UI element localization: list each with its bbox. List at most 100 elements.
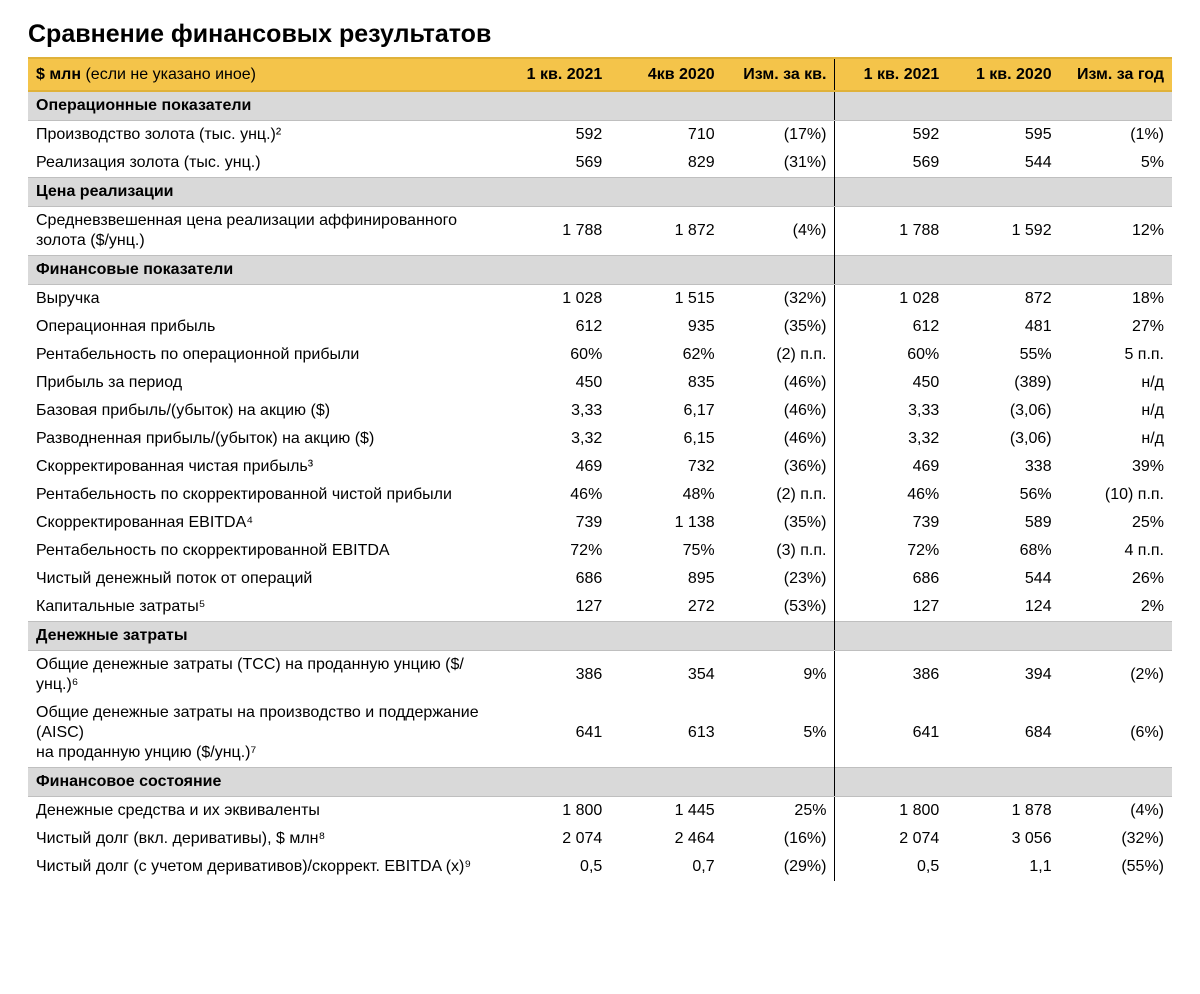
table-row: Общие денежные затраты (TCC) на проданну…	[28, 651, 1172, 700]
cell-value: 354	[610, 651, 722, 700]
cell-value: 1 028	[498, 285, 610, 314]
cell-value: (4%)	[1060, 797, 1172, 826]
col-header: Изм. за год	[1060, 58, 1172, 91]
cell-value: 18%	[1060, 285, 1172, 314]
cell-value: 6,15	[610, 425, 722, 453]
cell-value: 127	[835, 593, 947, 622]
cell-value: (46%)	[723, 425, 835, 453]
table-row: Разводненная прибыль/(убыток) на акцию (…	[28, 425, 1172, 453]
cell-value: 124	[947, 593, 1059, 622]
cell-value: 46%	[498, 481, 610, 509]
row-label: Чистый долг (вкл. деривативы), $ млн⁸	[28, 825, 498, 853]
cell-value: 1,1	[947, 853, 1059, 881]
cell-value: (46%)	[723, 397, 835, 425]
cell-value: 641	[498, 699, 610, 768]
cell-value: н/д	[1060, 397, 1172, 425]
cell-value: 686	[835, 565, 947, 593]
cell-value: 25%	[723, 797, 835, 826]
cell-value: 2 074	[498, 825, 610, 853]
section-spacer	[835, 622, 1172, 651]
table-row: Рентабельность по скорректированной чист…	[28, 481, 1172, 509]
cell-value: 595	[947, 121, 1059, 150]
row-label: Скорректированная EBITDA⁴	[28, 509, 498, 537]
cell-value: 1 788	[835, 207, 947, 256]
cell-value: 739	[835, 509, 947, 537]
cell-value: 544	[947, 565, 1059, 593]
section-row: Денежные затраты	[28, 622, 1172, 651]
cell-value: (3,06)	[947, 425, 1059, 453]
cell-value: 3,32	[835, 425, 947, 453]
section-label: Операционные показатели	[28, 91, 835, 121]
financial-table: $ млн (если не указано иное) 1 кв. 2021 …	[28, 57, 1172, 881]
cell-value: (6%)	[1060, 699, 1172, 768]
row-label: Средневзвешенная цена реализации аффинир…	[28, 207, 498, 256]
table-row: Производство золота (тыс. унц.)²592710(1…	[28, 121, 1172, 150]
cell-value: (17%)	[723, 121, 835, 150]
row-label: Скорректированная чистая прибыль³	[28, 453, 498, 481]
cell-value: 450	[498, 369, 610, 397]
cell-value: 60%	[835, 341, 947, 369]
cell-value: (32%)	[723, 285, 835, 314]
cell-value: 5%	[1060, 149, 1172, 178]
row-label: Базовая прибыль/(убыток) на акцию ($)	[28, 397, 498, 425]
cell-value: 46%	[835, 481, 947, 509]
cell-value: (35%)	[723, 313, 835, 341]
row-label: Прибыль за период	[28, 369, 498, 397]
cell-value: 589	[947, 509, 1059, 537]
cell-value: 732	[610, 453, 722, 481]
cell-value: н/д	[1060, 425, 1172, 453]
row-label: Денежные средства и их эквиваленты	[28, 797, 498, 826]
table-row: Реализация золота (тыс. унц.)569829(31%)…	[28, 149, 1172, 178]
table-row: Операционная прибыль612935(35%)61248127%	[28, 313, 1172, 341]
cell-value: 26%	[1060, 565, 1172, 593]
table-row: Выручка1 0281 515(32%)1 02887218%	[28, 285, 1172, 314]
cell-value: (29%)	[723, 853, 835, 881]
row-label: Выручка	[28, 285, 498, 314]
table-header-row: $ млн (если не указано иное) 1 кв. 2021 …	[28, 58, 1172, 91]
section-label: Денежные затраты	[28, 622, 835, 651]
cell-value: 386	[835, 651, 947, 700]
cell-value: 5%	[723, 699, 835, 768]
cell-value: 569	[835, 149, 947, 178]
cell-value: 612	[498, 313, 610, 341]
table-row: Общие денежные затраты на производство и…	[28, 699, 1172, 768]
table-row: Чистый долг (вкл. деривативы), $ млн⁸2 0…	[28, 825, 1172, 853]
section-row: Финансовые показатели	[28, 256, 1172, 285]
cell-value: 72%	[498, 537, 610, 565]
table-row: Чистый долг (с учетом деривативов)/скорр…	[28, 853, 1172, 881]
cell-value: (3,06)	[947, 397, 1059, 425]
cell-value: 55%	[947, 341, 1059, 369]
cell-value: 895	[610, 565, 722, 593]
cell-value: (10) п.п.	[1060, 481, 1172, 509]
cell-value: 935	[610, 313, 722, 341]
cell-value: (35%)	[723, 509, 835, 537]
cell-value: (32%)	[1060, 825, 1172, 853]
cell-value: 1 028	[835, 285, 947, 314]
table-row: Чистый денежный поток от операций686895(…	[28, 565, 1172, 593]
cell-value: (2%)	[1060, 651, 1172, 700]
cell-value: 62%	[610, 341, 722, 369]
col-header: Изм. за кв.	[723, 58, 835, 91]
cell-value: 569	[498, 149, 610, 178]
section-row: Финансовое состояние	[28, 768, 1172, 797]
cell-value: 60%	[498, 341, 610, 369]
cell-value: 612	[835, 313, 947, 341]
cell-value: 835	[610, 369, 722, 397]
section-label: Финансовые показатели	[28, 256, 835, 285]
cell-value: 3 056	[947, 825, 1059, 853]
section-spacer	[835, 768, 1172, 797]
cell-value: 1 878	[947, 797, 1059, 826]
cell-value: 469	[835, 453, 947, 481]
section-row: Операционные показатели	[28, 91, 1172, 121]
cell-value: 684	[947, 699, 1059, 768]
cell-value: 338	[947, 453, 1059, 481]
cell-value: 686	[498, 565, 610, 593]
table-row: Прибыль за период450835(46%)450(389)н/д	[28, 369, 1172, 397]
row-label: Чистый денежный поток от операций	[28, 565, 498, 593]
cell-value: (1%)	[1060, 121, 1172, 150]
col-header: 1 кв. 2021	[835, 58, 947, 91]
cell-value: 1 138	[610, 509, 722, 537]
cell-value: 1 788	[498, 207, 610, 256]
section-label: Финансовое состояние	[28, 768, 835, 797]
row-label: Чистый долг (с учетом деривативов)/скорр…	[28, 853, 498, 881]
